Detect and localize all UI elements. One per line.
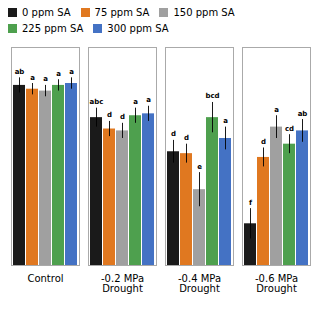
svg-text:d: d [107,111,112,119]
svg-text:a: a [223,117,228,125]
svg-text:d: d [171,130,176,138]
svg-text:d: d [120,113,125,121]
svg-text:d: d [184,134,189,142]
svg-text:d: d [261,138,266,146]
svg-text:abc: abc [90,98,104,106]
svg-text:ab: ab [298,110,308,118]
svg-text:a: a [133,98,138,106]
svg-text:-0.4 MPaDrought: -0.4 MPaDrought [178,273,221,294]
svg-text:Control: Control [27,273,63,284]
html-text:225 ppm SA: 225 ppm SA [22,23,84,35]
svg-text:a: a [56,70,61,78]
svg-text:ab: ab [15,68,25,76]
svg-text:a: a [69,68,74,76]
svg-text:a: a [146,96,151,104]
svg-text:f: f [249,199,253,207]
svg-text:-0.6 MPaDrought: -0.6 MPaDrought [255,273,298,294]
svg-text:bcd: bcd [205,92,219,100]
html-text:300 ppm SA: 300 ppm SA [107,23,169,35]
html-text:0 ppm SA: 0 ppm SA [22,6,71,18]
svg-text:-0.2 MPaDrought: -0.2 MPaDrought [101,273,144,294]
svg-text:e: e [197,163,202,171]
html-text:75 ppm SA: 75 ppm SA [94,6,150,18]
svg-text:a: a [274,106,279,114]
svg-text:cd: cd [285,125,294,133]
html-text:150 ppm SA: 150 ppm SA [173,6,235,18]
svg-text:a: a [30,74,35,82]
svg-text:a: a [43,75,48,83]
